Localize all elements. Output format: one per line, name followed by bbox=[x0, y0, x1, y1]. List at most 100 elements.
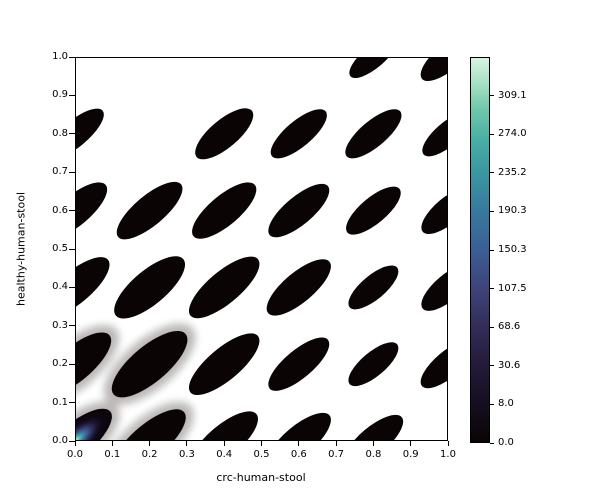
density-lobe bbox=[420, 57, 448, 82]
colorbar-tick-label: 0.0 bbox=[498, 437, 514, 448]
y-tick-label: 0.6 bbox=[52, 204, 68, 216]
density-lobe bbox=[188, 256, 260, 319]
density-lobe bbox=[266, 412, 331, 441]
y-tick-label: 1.0 bbox=[52, 51, 68, 62]
colorbar-tick-mark bbox=[490, 249, 494, 251]
density-lobe bbox=[346, 186, 401, 235]
density-peak-glow bbox=[75, 408, 112, 441]
colorbar-tick-label: 107.5 bbox=[498, 282, 527, 294]
y-tick-label: 0.5 bbox=[52, 243, 68, 254]
density-lobe bbox=[348, 342, 399, 387]
x-tick-mark bbox=[410, 441, 412, 446]
density-lobe bbox=[195, 108, 254, 160]
density-lobe bbox=[421, 263, 448, 311]
x-tick-mark bbox=[261, 441, 262, 446]
colorbar-tick-mark bbox=[490, 442, 494, 444]
density-lobe bbox=[345, 109, 402, 159]
colorbar-tick-mark bbox=[490, 172, 494, 174]
colorbar-tick-mark bbox=[490, 403, 494, 405]
colorbar-tick-label: 150.3 bbox=[498, 244, 527, 255]
x-tick-mark bbox=[149, 441, 151, 446]
colorbar bbox=[470, 57, 490, 443]
colorbar-tick-mark bbox=[490, 365, 494, 367]
y-tick-label: 0.7 bbox=[52, 166, 68, 178]
y-tick-mark bbox=[69, 210, 75, 212]
y-tick-mark bbox=[69, 94, 75, 96]
density-lobe bbox=[111, 330, 188, 398]
y-tick-mark bbox=[69, 133, 75, 135]
x-tick-mark bbox=[372, 441, 374, 446]
x-tick-mark bbox=[223, 441, 225, 446]
density-lobe bbox=[190, 411, 258, 441]
x-tick-mark bbox=[335, 441, 337, 446]
density-lobe bbox=[75, 182, 108, 239]
x-tick-mark bbox=[74, 441, 76, 446]
density-lobe bbox=[268, 337, 330, 391]
colorbar-tick-mark bbox=[490, 288, 494, 290]
y-tick-label: 0.0 bbox=[52, 435, 68, 446]
x-tick-mark bbox=[111, 441, 113, 446]
density-lobe bbox=[268, 183, 330, 238]
plot-border bbox=[75, 57, 448, 441]
y-tick-label: 0.8 bbox=[52, 127, 68, 139]
colorbar-tick-label: 30.6 bbox=[498, 359, 521, 371]
x-tick-label: 0.4 bbox=[216, 449, 233, 460]
y-tick-mark bbox=[69, 56, 75, 58]
y-tick-label: 0.1 bbox=[52, 396, 68, 408]
colorbar-tick-label: 235.2 bbox=[498, 166, 527, 178]
x-tick-label: 0.1 bbox=[104, 449, 121, 460]
density-lobe bbox=[348, 265, 399, 310]
density-lobe bbox=[113, 409, 186, 441]
density-lobe bbox=[422, 111, 448, 157]
x-tick-label: 1.0 bbox=[440, 449, 456, 460]
y-tick-label: 0.9 bbox=[52, 89, 68, 101]
x-tick-label: 0.6 bbox=[290, 449, 307, 460]
y-tick-label: 0.3 bbox=[52, 319, 68, 331]
density-lobe bbox=[421, 187, 448, 235]
density-lobe bbox=[75, 257, 110, 318]
colorbar-tick-label: 190.3 bbox=[498, 205, 527, 217]
y-tick-mark bbox=[69, 286, 75, 288]
y-axis-label: healthy-human-stool bbox=[14, 191, 28, 307]
density-lobe bbox=[116, 181, 183, 240]
y-tick-label: 0.4 bbox=[52, 281, 68, 293]
x-tick-mark bbox=[186, 441, 188, 446]
x-tick-label: 0.8 bbox=[365, 449, 382, 460]
y-tick-mark bbox=[69, 363, 75, 365]
x-tick-mark bbox=[447, 441, 449, 446]
colorbar-tick-mark bbox=[490, 95, 494, 97]
x-tick-label: 0.5 bbox=[253, 449, 270, 460]
x-axis-label: crc-human-stool bbox=[216, 471, 306, 484]
colorbar-tick-mark bbox=[490, 326, 494, 328]
x-tick-label: 0.0 bbox=[67, 449, 83, 460]
density-lobe bbox=[188, 333, 260, 396]
y-tick-mark bbox=[69, 402, 75, 404]
density-lobe bbox=[75, 108, 104, 159]
x-tick-label: 0.3 bbox=[178, 449, 195, 460]
y-tick-mark bbox=[69, 440, 75, 442]
y-tick-mark bbox=[69, 171, 75, 173]
density-lobe bbox=[266, 259, 331, 316]
density-lobe bbox=[114, 256, 186, 319]
x-tick-mark bbox=[298, 441, 300, 446]
density-lobe bbox=[192, 182, 257, 239]
y-tick-label: 0.2 bbox=[52, 358, 68, 370]
density-lobe bbox=[343, 414, 404, 441]
y-tick-mark bbox=[69, 325, 75, 327]
colorbar-tick-label: 274.0 bbox=[498, 128, 527, 140]
colorbar-tick-label: 8.0 bbox=[498, 398, 514, 410]
colorbar-tick-mark bbox=[490, 210, 494, 212]
colorbar-tick-label: 68.6 bbox=[498, 321, 521, 333]
density-lobe bbox=[270, 109, 327, 159]
colorbar-tick-mark bbox=[490, 133, 494, 135]
y-tick-mark bbox=[69, 248, 75, 250]
x-tick-label: 0.9 bbox=[402, 449, 419, 460]
x-tick-label: 0.7 bbox=[328, 449, 345, 460]
plot-area bbox=[75, 57, 448, 441]
density-lobe bbox=[75, 332, 112, 396]
density-lobe bbox=[349, 57, 398, 79]
density-lobe bbox=[420, 340, 448, 389]
colorbar-tick-label: 309.1 bbox=[498, 89, 527, 101]
x-tick-label: 0.2 bbox=[141, 449, 158, 460]
